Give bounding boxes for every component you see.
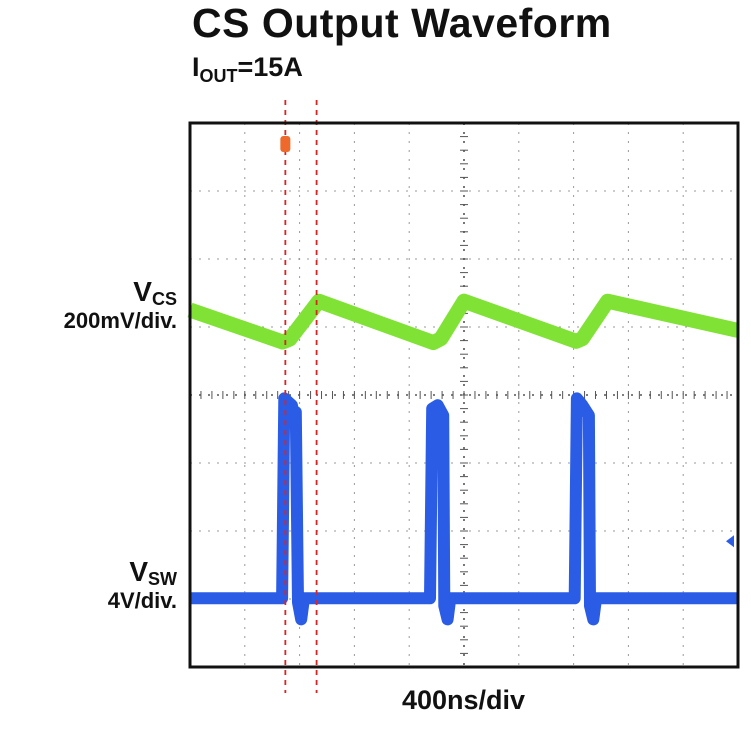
series-vcs-trace <box>187 293 740 351</box>
subtitle-suffix: =15A <box>237 52 303 82</box>
timebase-label: 400ns/div <box>402 685 526 715</box>
vsw-scale-label: 4V/div. <box>107 588 177 613</box>
scope-traces <box>187 293 740 626</box>
trigger-marker <box>280 136 291 152</box>
scope-grid <box>189 122 739 668</box>
vsw-channel-label: VSW 4V/div. <box>108 558 177 612</box>
vcs-channel-name: VCS <box>133 276 177 309</box>
vsw-name-subscript: SW <box>148 569 177 589</box>
subtitle-subscript: OUT <box>199 66 238 86</box>
series-vsw-edges <box>190 397 738 621</box>
scope-markers <box>280 100 734 693</box>
subtitle-prefix: I <box>192 52 200 82</box>
scope-frame <box>188 121 740 669</box>
vcs-name-base: V <box>133 276 152 307</box>
chart-subtitle: IOUT=15A <box>192 52 303 87</box>
vcs-name-subscript: CS <box>151 289 177 309</box>
series-vsw-trace <box>190 392 738 626</box>
vcs-channel-label: VCS 200mV/div. <box>64 278 177 332</box>
vsw-channel-name: VSW <box>129 556 177 589</box>
vsw-name-base: V <box>129 556 148 587</box>
level-marker-arrow <box>726 535 734 548</box>
vcs-scale-label: 200mV/div. <box>63 308 177 333</box>
chart-title: CS Output Waveform <box>192 0 612 46</box>
